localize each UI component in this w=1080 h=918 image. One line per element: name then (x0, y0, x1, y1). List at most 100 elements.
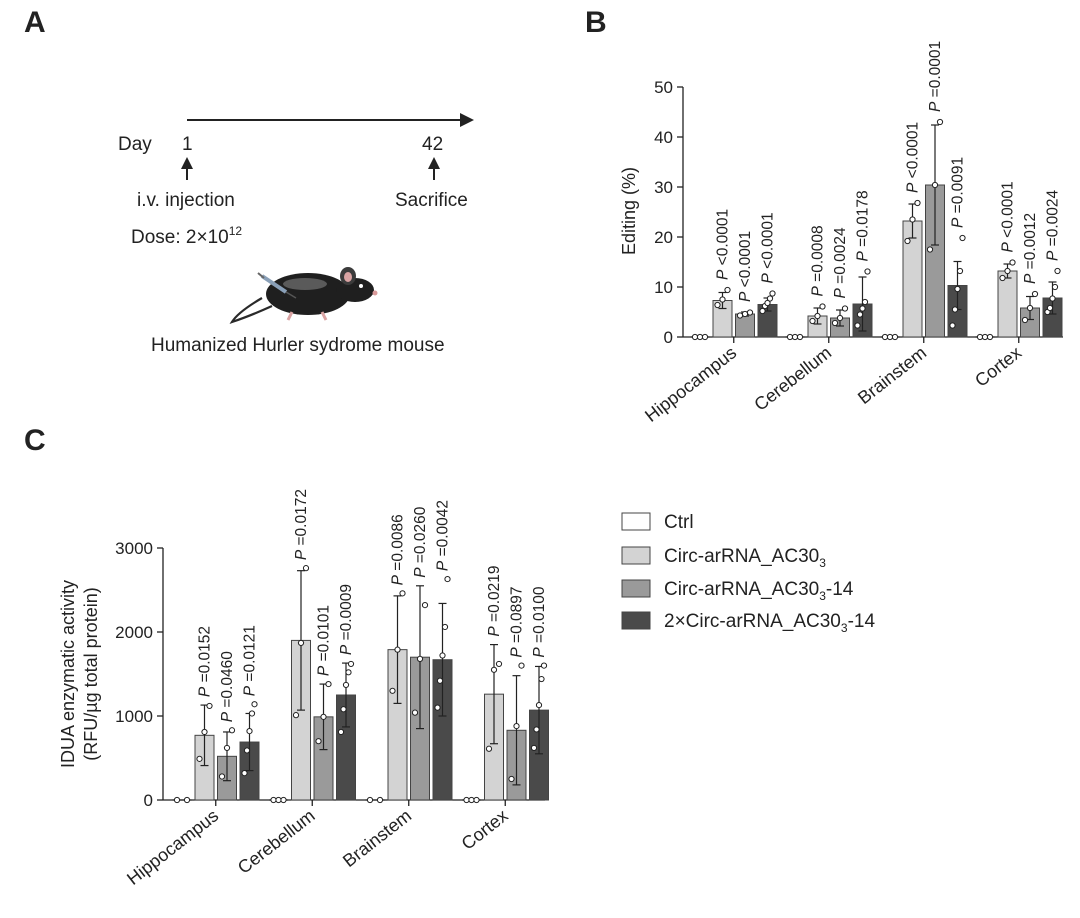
idua-pvalue-symbol-cortex-2: P (509, 647, 526, 658)
idua-pvalue-number-hippocampus-2: =0.0460 (219, 651, 236, 712)
idua-point-brainstem-3-0 (434, 704, 441, 711)
editing-point-cortex-3-2 (1049, 295, 1056, 302)
idua-point-cerebellum-1-2 (302, 565, 310, 572)
idua-point-brainstem-0-1 (376, 796, 384, 804)
mouse-nose (372, 290, 378, 296)
idua-point-brainstem-3-3 (441, 623, 449, 631)
editing-point-brainstem-1-2 (914, 199, 921, 207)
idua-point-cortex-0-2 (473, 796, 480, 804)
idua-point-hippocampus-0-0 (173, 796, 181, 804)
mouse-head (336, 278, 374, 302)
editing-y-tick-label-0: 0 (664, 328, 673, 347)
editing-point-cerebellum-3-3 (861, 298, 869, 306)
timeline-arrowhead (460, 113, 474, 127)
idua-pvalue-number-cerebellum-1: =0.0172 (293, 489, 310, 550)
dose-label: Dose: 2×1012 (131, 224, 242, 248)
mouse-feet (286, 311, 328, 321)
idua-point-brainstem-1-0 (389, 687, 396, 694)
idua-pvalue-symbol-hippocampus-1: P (197, 686, 214, 697)
idua-point-hippocampus-3-0 (241, 770, 248, 777)
editing-pvalue-symbol-brainstem-1: P (905, 182, 922, 193)
idua-pvalue-number-cortex-2: =0.0897 (509, 586, 526, 647)
idua-pvalue-symbol-hippocampus-2: P (219, 711, 236, 722)
idua-pvalue-cerebellum-1: P =0.0172 (293, 489, 310, 560)
editing-point-hippocampus-2-1 (741, 310, 749, 318)
idua-point-cortex-3-1 (533, 726, 540, 733)
idua-y-tick-label-3: 3000 (115, 539, 153, 558)
idua-point-hippocampus-2-0 (218, 773, 226, 780)
editing-point-cortex-2-1 (1026, 304, 1034, 312)
legend-swatch-ac30-14 (621, 579, 651, 598)
idua-point-hippocampus-3-1 (243, 747, 251, 754)
editing-point-cortex-1-0 (999, 274, 1006, 282)
editing-pvalue-symbol-cerebellum-2: P (832, 288, 849, 299)
idua-point-cerebellum-0-2 (280, 796, 287, 804)
editing-point-hippocampus-1-1 (719, 296, 726, 303)
editing-point-cortex-0-0 (976, 333, 984, 341)
editing-pvalue-cerebellum-2: P =0.0024 (832, 227, 849, 298)
idua-y-tick-label-1: 1000 (115, 707, 153, 726)
idua-pvalue-hippocampus-3: P =0.0121 (242, 625, 259, 696)
editing-point-hippocampus-0-0 (691, 333, 699, 341)
idua-point-cortex-2-2 (518, 662, 525, 669)
editing-pvalue-symbol-hippocampus-2: P (737, 291, 754, 302)
editing-point-cortex-1-2 (1009, 259, 1016, 266)
editing-pvalue-number-hippocampus-2: <0.0001 (737, 231, 754, 292)
editing-point-hippocampus-1-2 (724, 286, 731, 294)
idua-pvalue-number-cortex-3: =0.0100 (531, 586, 548, 647)
editing-pvalue-number-brainstem-1: <0.0001 (905, 122, 922, 183)
idua-point-cortex-1-0 (485, 745, 493, 752)
editing-point-hippocampus-1-0 (714, 301, 721, 309)
editing-point-cerebellum-1-2 (819, 303, 826, 310)
idua-point-brainstem-2-0 (411, 709, 419, 716)
editing-point-cortex-3-1 (1046, 304, 1054, 312)
idua-pvalue-brainstem-3: P =0.0042 (435, 500, 452, 571)
editing-pvalue-number-brainstem-2: =0.0001 (927, 41, 944, 102)
idua-point-cerebellum-3-2 (342, 681, 350, 689)
editing-point-cerebellum-2-1 (836, 314, 844, 322)
mouse-tail (229, 297, 273, 324)
idua-point-cerebellum-3-1 (340, 706, 347, 713)
editing-category-label-brainstem: Brainstem (854, 342, 930, 408)
editing-point-cortex-2-2 (1031, 290, 1039, 298)
mouse-caption: Humanized Hurler sydrome mouse (151, 335, 445, 356)
legend-label-ac30: Circ-arRNA_AC303 (664, 546, 826, 570)
idua-chart: 0 1000 2000 3000 Hippocampus Cerebellum Brain… (58, 489, 549, 889)
editing-point-brainstem-3-4 (959, 234, 966, 242)
day-label: Day (118, 134, 152, 155)
legend-swatch-2x-ac30-14 (621, 611, 651, 630)
editing-point-hippocampus-3-4 (769, 290, 776, 297)
editing-point-brainstem-3-2 (954, 285, 961, 293)
editing-bar-cortex-1 (997, 270, 1018, 338)
legend-label-2x-ac30-14: 2×Circ-arRNA_AC303-14 (664, 611, 875, 635)
syringe-barrel (260, 274, 288, 294)
editing-point-cerebellum-0-0 (786, 333, 794, 341)
editing-y-tick-label-2: 20 (654, 228, 673, 247)
editing-point-brainstem-2-0 (926, 246, 934, 253)
legend-label-ac30-14: Circ-arRNA_AC303-14 (664, 579, 854, 603)
editing-point-hippocampus-0-2 (701, 333, 709, 341)
idua-point-hippocampus-0-1 (183, 796, 191, 804)
idua-pvalue-cortex-3: P =0.0100 (531, 586, 548, 657)
idua-y-axis-label: IDUA enzymatic activity (58, 580, 78, 768)
idua-y-tick-label-2: 2000 (115, 623, 153, 642)
editing-point-hippocampus-2-2 (746, 309, 754, 316)
idua-point-brainstem-3-2 (439, 652, 446, 659)
editing-pvalue-hippocampus-2: P <0.0001 (737, 231, 754, 302)
idua-pvalue-cerebellum-3: P =0.0009 (338, 584, 355, 655)
idua-point-cortex-2-0 (508, 775, 515, 783)
idua-point-cortex-3-0 (530, 744, 538, 752)
injection-label: i.v. injection (137, 190, 235, 211)
idua-point-cerebellum-3-3 (345, 669, 352, 676)
idua-pvalue-number-cerebellum-3: =0.0009 (338, 584, 355, 645)
editing-point-brainstem-0-2 (891, 333, 899, 341)
editing-pvalue-hippocampus-1: P <0.0001 (715, 209, 732, 280)
idua-pvalue-number-brainstem-1: =0.0086 (390, 514, 407, 575)
idua-point-cortex-0-1 (468, 796, 475, 804)
idua-point-brainstem-3-1 (436, 677, 444, 684)
editing-category-label-cortex: Cortex (971, 342, 1025, 390)
editing-pvalue-number-cerebellum-3: =0.0178 (855, 190, 872, 251)
idua-y-axis-label-units: (RFU/µg total protein) (81, 587, 101, 760)
syringe-needle (285, 291, 297, 299)
